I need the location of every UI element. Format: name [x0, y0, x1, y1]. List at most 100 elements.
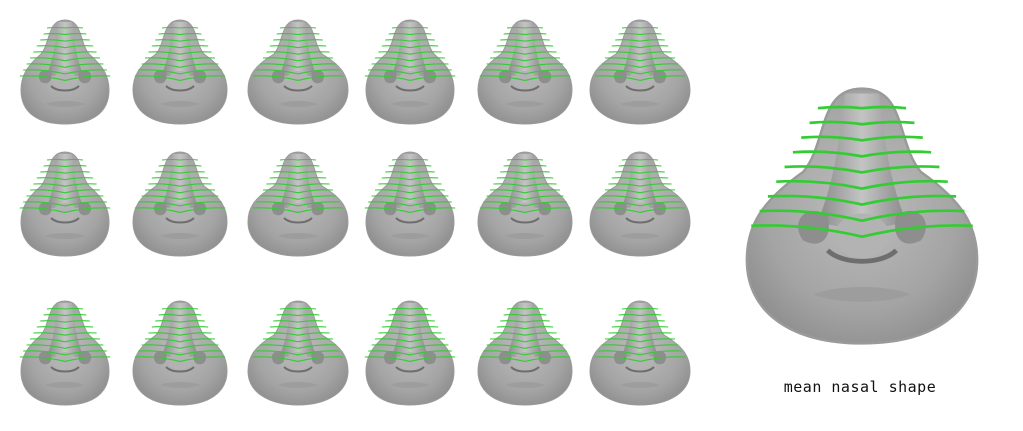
nasal-bridge: [162, 303, 198, 358]
landmark-curve: [378, 332, 442, 336]
landmark-curve: [134, 356, 226, 363]
landmark-curve: [493, 51, 557, 55]
lip-region: [620, 101, 660, 107]
nose-specimen: [19, 300, 111, 406]
landmark-curve: [493, 332, 557, 336]
landmark-curve: [479, 356, 571, 363]
landmark-curve: [279, 158, 317, 161]
nose-specimen: [132, 300, 228, 406]
landmark-curve: [276, 165, 320, 168]
nasal-bridge: [162, 22, 198, 77]
landmark-curve: [141, 195, 219, 200]
lip-region: [45, 233, 85, 239]
landmark-curve: [486, 195, 564, 200]
landmark-curve: [503, 165, 547, 168]
nasal-bridge: [507, 22, 543, 77]
landmark-curve: [608, 183, 672, 187]
landmark-curve: [33, 183, 97, 187]
lip-region: [505, 382, 545, 388]
nasal-bridge: [817, 93, 907, 229]
landmark-curve: [276, 314, 320, 317]
landmark-curve: [138, 201, 222, 207]
landmark-curve: [385, 320, 435, 323]
landmark-curve: [40, 39, 90, 42]
nasal-bridge: [47, 303, 83, 358]
landmark-curve: [134, 75, 226, 82]
landmark-curve: [385, 171, 435, 174]
nostril-base: [510, 85, 540, 92]
landmark-curve: [500, 320, 550, 323]
mean-shape-caption: mean nasal shape: [783, 378, 937, 396]
nasal-bridge: [392, 22, 428, 77]
landmark-curve: [134, 207, 226, 214]
nostril-base: [625, 85, 655, 92]
nose-specimen: [589, 19, 691, 125]
landmark-curve: [608, 51, 672, 55]
landmark-curve: [269, 45, 327, 49]
landmark-curve: [252, 75, 344, 82]
landmark-curve: [374, 338, 446, 343]
landmark-curve: [46, 26, 84, 29]
landmark-curve: [608, 332, 672, 336]
landmark-curve: [378, 183, 442, 187]
landmark-curve: [601, 63, 679, 68]
nose-specimen: [247, 300, 349, 406]
landmark-curve: [155, 320, 205, 323]
landmark-curve: [500, 171, 550, 174]
landmark-curve: [391, 307, 429, 310]
landmark-curve: [809, 120, 915, 126]
landmark-curve: [144, 338, 216, 343]
landmark-curve: [368, 201, 452, 207]
landmark-curve: [155, 171, 205, 174]
landmark-curve: [503, 33, 547, 36]
nostril-base: [395, 85, 425, 92]
landmark-curve: [279, 26, 317, 29]
landmark-curve: [489, 189, 561, 194]
nose-specimen: [19, 151, 111, 257]
landmark-curve: [598, 69, 682, 75]
landmark-curve: [621, 158, 659, 161]
landmark-curve: [391, 26, 429, 29]
landmark-curve: [598, 201, 682, 207]
landmark-curve: [29, 189, 101, 194]
lip-region: [813, 287, 911, 302]
nasal-bridge: [507, 154, 543, 209]
nose-specimen: [364, 19, 456, 125]
nostril-base: [50, 85, 80, 92]
nose-specimen: [132, 151, 228, 257]
landmark-curve: [381, 177, 439, 181]
landmark-curve: [43, 314, 87, 317]
nasal-bridge: [622, 154, 658, 209]
nasal-bridge: [622, 22, 658, 77]
landmark-curve: [252, 207, 344, 214]
landmark-curve: [792, 150, 932, 158]
landmark-curve: [489, 338, 561, 343]
nostril-base: [825, 248, 899, 264]
lip-region: [620, 233, 660, 239]
landmark-curve: [151, 45, 209, 49]
landmark-curve: [371, 195, 449, 200]
landmark-curve: [374, 189, 446, 194]
landmark-curve: [43, 165, 87, 168]
landmark-curve: [388, 314, 432, 317]
landmark-curve: [615, 320, 665, 323]
nasal-bridge: [392, 303, 428, 358]
landmark-curve: [23, 69, 107, 75]
landmark-curve: [262, 189, 334, 194]
nose-specimen: [589, 300, 691, 406]
landmark-curve: [276, 33, 320, 36]
landmark-curve: [155, 39, 205, 42]
lip-region: [160, 382, 200, 388]
landmark-curve: [618, 33, 662, 36]
landmark-curve: [615, 171, 665, 174]
nasal-bridge: [162, 154, 198, 209]
landmark-curve: [266, 183, 330, 187]
lip-region: [390, 382, 430, 388]
landmark-curve: [388, 165, 432, 168]
landmark-curve: [151, 326, 209, 330]
landmark-curve: [266, 332, 330, 336]
landmark-curve: [371, 63, 449, 68]
lip-region: [160, 233, 200, 239]
landmark-curve: [141, 344, 219, 349]
